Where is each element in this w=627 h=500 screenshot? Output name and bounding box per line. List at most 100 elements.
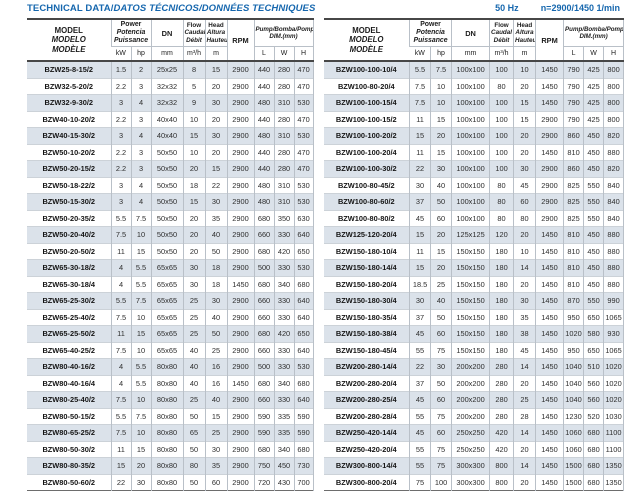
kw-cell: 2.2 xyxy=(110,110,131,128)
rpm-cell: 2900 xyxy=(226,176,254,194)
dim-l-cell: 810 xyxy=(563,275,584,293)
table-row: BZW80-50-30/2 11 15 80x80 50 30 2900 680 340 680 xyxy=(27,440,314,458)
rpm-cell: 2900 xyxy=(226,242,254,260)
speed-label: n=2900/1450 1/min xyxy=(540,3,620,13)
dim-l-cell: 950 xyxy=(563,341,584,359)
kw-cell: 55 xyxy=(409,440,431,458)
dim-w-cell: 420 xyxy=(273,325,294,342)
dn-cell: 65x65 xyxy=(150,341,183,359)
dim-l-cell: 810 xyxy=(563,143,584,161)
dim-l-cell: 440 xyxy=(253,110,274,128)
table-row: BZW40-15-30/2 3 4 40x40 15 30 2900 480 310 530 xyxy=(27,127,314,144)
rpm-cell: 1450 xyxy=(535,358,564,375)
dim-h-cell: 680 xyxy=(293,275,314,293)
rpm-cell: 2900 xyxy=(226,259,254,276)
head-cell: 14 xyxy=(513,259,536,276)
kw-cell: 30 xyxy=(409,176,431,194)
head-cell: 30 xyxy=(204,440,227,458)
dim-w-cell: 425 xyxy=(583,110,604,128)
head-cell: 20 xyxy=(204,110,227,128)
flow-cell: 25 xyxy=(182,325,205,342)
table-row: BZW80-40-16/2 4 5.5 80x80 40 16 2900 500 330 530 xyxy=(27,358,314,375)
flow-cell: 80 xyxy=(489,77,514,95)
kw-cell: 7.5 xyxy=(409,77,431,95)
rpm-cell: 1450 xyxy=(535,341,564,359)
dim-h-cell: 1020 xyxy=(603,358,625,375)
table-row: BZW250-420-20/4 55 75 250x250 420 20 1450 1060 6… xyxy=(323,440,625,458)
dim-h-cell: 590 xyxy=(293,407,314,425)
dim-w-cell: 420 xyxy=(273,242,294,260)
rpm-cell: 1450 xyxy=(535,143,564,161)
head-cell: 14 xyxy=(513,358,536,375)
dim-w-cell: 335 xyxy=(273,424,294,441)
dn-cell: 100x100 xyxy=(451,176,490,194)
dim-w-cell: 450 xyxy=(583,259,604,276)
table-row: BZW80-65-25/2 7.5 10 80x80 65 25 2900 590 335 590 xyxy=(27,424,314,441)
unit-hp: hp xyxy=(430,46,452,61)
kw-cell: 7.5 xyxy=(110,424,131,441)
dim-l-cell: 790 xyxy=(563,110,584,128)
dn-cell: 200x200 xyxy=(451,374,490,392)
dn-cell: 80x80 xyxy=(150,440,183,458)
header-head: Head Altura Hauteur xyxy=(204,19,227,47)
kw-cell: 4 xyxy=(110,374,131,392)
dim-h-cell: 470 xyxy=(293,77,314,95)
model-cell: BZW250-420-20/4 xyxy=(323,440,410,458)
dim-h-cell: 530 xyxy=(293,127,314,144)
flow-cell: 280 xyxy=(489,391,514,408)
rpm-cell: 2900 xyxy=(226,127,254,144)
dim-h-cell: 1020 xyxy=(603,391,625,408)
dn-cell: 80x80 xyxy=(150,457,183,474)
dim-h-cell: 840 xyxy=(603,193,625,210)
model-cell: BZW100-80-60/2 xyxy=(323,193,410,210)
dim-h-cell: 1350 xyxy=(603,457,625,474)
flow-cell: 280 xyxy=(489,358,514,375)
header-model: MODEL MODELO MODÈLE xyxy=(323,19,410,61)
kw-cell: 7.5 xyxy=(110,226,131,243)
rpm-cell: 2900 xyxy=(226,94,254,111)
rpm-cell: 2900 xyxy=(535,110,564,128)
rpm-cell: 2900 xyxy=(226,61,254,78)
table-body-left: BZW25-8-15/2 1.5 2 25x25 8 15 2900 440 280 470 BZW… xyxy=(27,61,314,491)
rpm-cell: 2900 xyxy=(226,407,254,425)
model-cell: BZW40-15-30/2 xyxy=(27,127,111,144)
dim-l-cell: 1020 xyxy=(563,325,584,342)
flow-cell: 40 xyxy=(182,374,205,392)
dim-l-cell: 790 xyxy=(563,61,584,78)
head-cell: 14 xyxy=(513,424,536,441)
tables-container: MODEL MODELO MODÈLE Power Potencia Puiss… xyxy=(27,18,627,491)
dim-h-cell: 530 xyxy=(293,193,314,210)
dim-l-cell: 810 xyxy=(563,242,584,260)
flow-cell: 180 xyxy=(489,308,514,326)
dim-h-cell: 590 xyxy=(293,424,314,441)
hp-cell: 60 xyxy=(430,391,452,408)
hp-cell: 25 xyxy=(430,275,452,293)
model-cell: BZW80-50-30/2 xyxy=(27,440,111,458)
dn-cell: 32x32 xyxy=(150,94,183,111)
table-row: BZW300-800-14/4 55 75 300x300 800 14 1450 1500 6… xyxy=(323,457,625,474)
table-row: BZW100-100-15/4 7.5 10 100x100 100 15 1450 790 4… xyxy=(323,94,625,111)
dim-l-cell: 660 xyxy=(253,341,274,359)
hp-cell: 75 xyxy=(430,440,452,458)
dn-cell: 80x80 xyxy=(150,374,183,392)
dim-h-cell: 800 xyxy=(603,110,625,128)
dn-cell: 250x250 xyxy=(451,440,490,458)
kw-cell: 2.2 xyxy=(110,143,131,161)
head-cell: 40 xyxy=(204,226,227,243)
hp-cell: 15 xyxy=(130,325,151,342)
flow-cell: 80 xyxy=(182,457,205,474)
head-cell: 80 xyxy=(513,209,536,227)
kw-cell: 5.5 xyxy=(409,61,431,78)
page-title-en: TECHNICAL DATA/ xyxy=(27,3,114,14)
rpm-cell: 1450 xyxy=(535,440,564,458)
rpm-cell: 1450 xyxy=(226,275,254,293)
model-cell: BZW65-25-40/2 xyxy=(27,308,111,326)
rpm-cell: 1450 xyxy=(535,457,564,474)
dim-h-cell: 640 xyxy=(293,308,314,326)
dim-w-cell: 280 xyxy=(273,160,294,177)
head-cell: 20 xyxy=(513,226,536,243)
dn-cell: 100x100 xyxy=(451,143,490,161)
model-cell: BZW50-15-30/2 xyxy=(27,193,111,210)
dn-cell: 65x65 xyxy=(150,308,183,326)
flow-cell: 40 xyxy=(182,358,205,375)
